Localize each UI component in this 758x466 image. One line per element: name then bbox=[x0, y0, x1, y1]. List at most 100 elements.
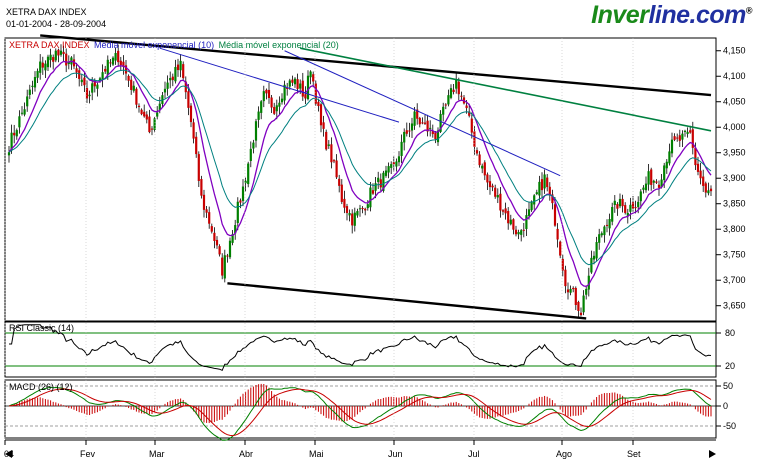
candle-body bbox=[395, 161, 398, 167]
candle-body bbox=[481, 165, 484, 169]
month-tick-label: Set bbox=[627, 449, 641, 459]
candle-body bbox=[595, 242, 598, 259]
candle-body bbox=[369, 187, 372, 208]
candle-body bbox=[592, 255, 596, 260]
candle-body bbox=[291, 79, 294, 83]
candle-body bbox=[686, 131, 689, 135]
candle-body bbox=[91, 83, 94, 93]
month-tick-label: Jul bbox=[468, 449, 480, 459]
date-range: 01-01-2004 - 28-09-2004 bbox=[6, 19, 107, 29]
candle-body bbox=[696, 163, 700, 172]
price-y-axis: 4,150 4,100 4,050 4,000 3,950 3,900 3,850 3,800… bbox=[716, 46, 746, 311]
scroll-left-arrow-icon[interactable] bbox=[5, 450, 12, 458]
candle-body bbox=[681, 133, 684, 140]
candle-body bbox=[525, 215, 528, 229]
candle-body bbox=[353, 212, 356, 226]
candle-body bbox=[553, 204, 557, 226]
candle-body bbox=[130, 79, 133, 90]
candle-body bbox=[379, 179, 382, 188]
candle-body bbox=[46, 56, 50, 68]
candlesticks bbox=[7, 44, 713, 319]
candle-body bbox=[473, 131, 476, 147]
candle-body bbox=[345, 206, 349, 213]
candle-body bbox=[93, 80, 96, 87]
candle-body bbox=[491, 185, 494, 188]
candle-body bbox=[465, 105, 468, 109]
candle-body bbox=[299, 83, 302, 89]
price-y-tick-label: 4,000 bbox=[723, 122, 746, 132]
candle-body bbox=[527, 209, 531, 216]
candle-body bbox=[161, 95, 164, 104]
macd-panel-frame bbox=[4, 379, 717, 439]
legend-ema10: Média móvel exponencial (10) bbox=[94, 40, 214, 50]
candle-body bbox=[403, 131, 406, 143]
candle-body bbox=[247, 163, 250, 185]
price-y-tick-label: 3,700 bbox=[723, 275, 746, 285]
candle-body bbox=[442, 106, 445, 115]
candle-body bbox=[569, 288, 572, 293]
candle-body bbox=[148, 116, 151, 133]
candle-body bbox=[301, 80, 304, 97]
candle-body bbox=[98, 78, 102, 82]
candle-body bbox=[231, 234, 234, 243]
candle-body bbox=[470, 118, 473, 133]
trendlines bbox=[40, 34, 712, 320]
candle-body bbox=[124, 65, 128, 74]
candle-body bbox=[166, 82, 169, 89]
candle-body bbox=[286, 88, 289, 90]
candle-body bbox=[275, 105, 278, 112]
candle-body bbox=[306, 75, 310, 100]
candle-body bbox=[384, 170, 388, 176]
candle-body bbox=[561, 258, 564, 271]
trendline-blue bbox=[284, 50, 561, 177]
candle-body bbox=[657, 184, 661, 188]
candle-body bbox=[59, 50, 63, 55]
candle-body bbox=[179, 60, 182, 71]
macd-signal-line bbox=[8, 388, 712, 437]
candle-body bbox=[343, 198, 346, 208]
candle-body bbox=[153, 118, 156, 130]
candle-body bbox=[325, 131, 328, 150]
candle-body bbox=[535, 192, 538, 195]
candle-body bbox=[486, 174, 489, 183]
rsi-line bbox=[9, 324, 712, 371]
candle-body bbox=[20, 112, 24, 114]
candle-body bbox=[41, 62, 44, 68]
candle-body bbox=[613, 200, 616, 206]
candle-body bbox=[236, 201, 239, 224]
candle-body bbox=[530, 201, 533, 211]
candle-body bbox=[382, 172, 385, 191]
candle-body bbox=[317, 101, 320, 107]
inverline-logo[interactable]: Inverline.com® bbox=[591, 1, 752, 30]
candle-body bbox=[44, 63, 47, 71]
candle-body bbox=[228, 240, 232, 258]
candle-body bbox=[309, 71, 312, 78]
month-tick-label: Ago bbox=[556, 449, 572, 459]
candle-body bbox=[101, 72, 104, 80]
candle-body bbox=[169, 78, 172, 81]
candle-body bbox=[413, 111, 416, 126]
candle-body bbox=[223, 255, 226, 279]
scroll-right-arrow-icon[interactable] bbox=[709, 450, 716, 458]
macd-y-tick-label: 50 bbox=[723, 381, 733, 391]
candle-body bbox=[416, 109, 419, 119]
candle-body bbox=[387, 166, 390, 173]
candle-body bbox=[218, 246, 221, 255]
candle-body bbox=[208, 212, 211, 224]
candle-body bbox=[257, 111, 260, 120]
candle-body bbox=[483, 162, 486, 176]
candle-body bbox=[202, 194, 206, 210]
candle-body bbox=[590, 257, 593, 273]
candle-body bbox=[608, 219, 611, 229]
candle-body bbox=[434, 132, 437, 140]
candle-body bbox=[143, 111, 146, 117]
candle-body bbox=[163, 88, 167, 93]
candle-body bbox=[75, 68, 78, 73]
candle-body bbox=[577, 301, 580, 311]
month-tick-label: Mar bbox=[149, 449, 165, 459]
macd-y-tick-label: 0 bbox=[723, 401, 728, 411]
candle-body bbox=[616, 204, 619, 209]
candle-body bbox=[114, 53, 117, 61]
candle-body bbox=[678, 135, 681, 141]
